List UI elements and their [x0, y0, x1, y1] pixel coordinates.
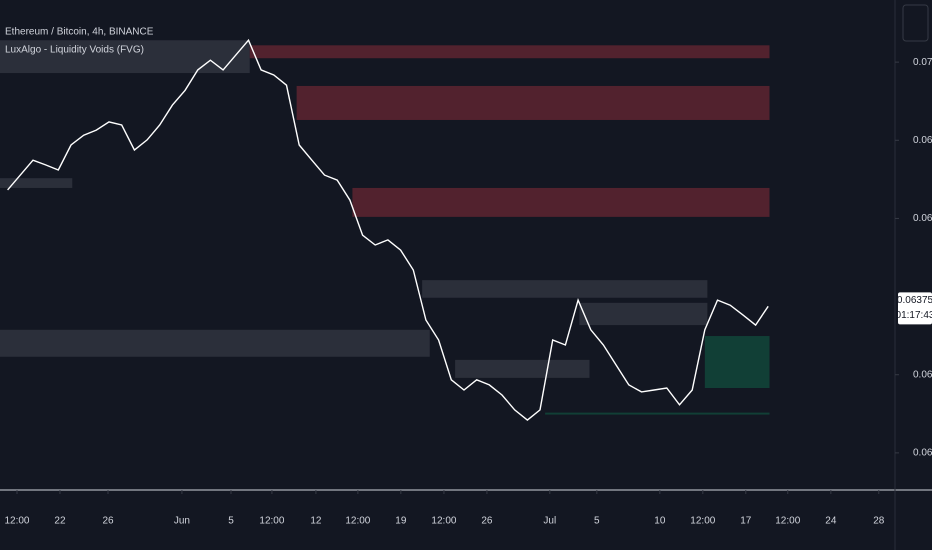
x-tick-label: 28 [873, 516, 885, 527]
x-tick-label: 12:00 [259, 516, 284, 527]
x-tick-label: 12:00 [4, 516, 29, 527]
price-line [7, 38, 769, 421]
y-tick-label: 0.06600 [913, 213, 932, 224]
last-price-label: 0.06375 [897, 295, 932, 306]
zones [0, 40, 770, 415]
fvg-zone [545, 412, 770, 415]
x-tick-label: 12 [310, 516, 322, 527]
indicator-name: LuxAlgo - Liquidity Voids (FVG) [5, 45, 144, 56]
fvg-zone [249, 45, 770, 59]
y-tick-label: 0.07000 [913, 57, 932, 68]
plot [7, 38, 769, 421]
x-tick-label: 12:00 [690, 516, 715, 527]
x-tick-label: Jun [174, 516, 190, 527]
chart-title: Ethereum / Bitcoin, 4h, BINANCE [5, 27, 154, 38]
x-tick-label: 10 [654, 516, 666, 527]
fvg-zone [579, 302, 708, 326]
x-tick-label: 17 [740, 516, 752, 527]
y-tick-label: 0.06000 [913, 448, 932, 459]
fvg-zone [0, 329, 430, 357]
fvg-zone [352, 187, 770, 217]
x-tick-label: 12:00 [431, 516, 456, 527]
fvg-zone [0, 40, 250, 74]
last-price-box [898, 292, 932, 325]
x-tick-label: 19 [395, 516, 407, 527]
y-tick-label: 0.06800 [913, 135, 932, 146]
x-tick-label: 24 [825, 516, 837, 527]
fvg-zone [422, 280, 708, 298]
x-tick-label: Jul [543, 516, 556, 527]
x-tick-label: 5 [228, 516, 234, 527]
y-tick-label: 0.06200 [913, 369, 932, 380]
x-tick-label: 12:00 [345, 516, 370, 527]
toolbar-box[interactable] [902, 4, 929, 42]
fvg-zone [296, 85, 770, 120]
countdown-label: 01:17:43 [896, 310, 932, 321]
x-tick-label: 5 [594, 516, 600, 527]
x-tick-label: 22 [54, 516, 66, 527]
x-tick-label: 12:00 [775, 516, 800, 527]
fvg-zone [0, 178, 73, 188]
fvg-zone [704, 336, 770, 389]
fvg-zone [455, 359, 590, 378]
x-tick-label: 26 [102, 516, 114, 527]
x-tick-label: 26 [481, 516, 493, 527]
